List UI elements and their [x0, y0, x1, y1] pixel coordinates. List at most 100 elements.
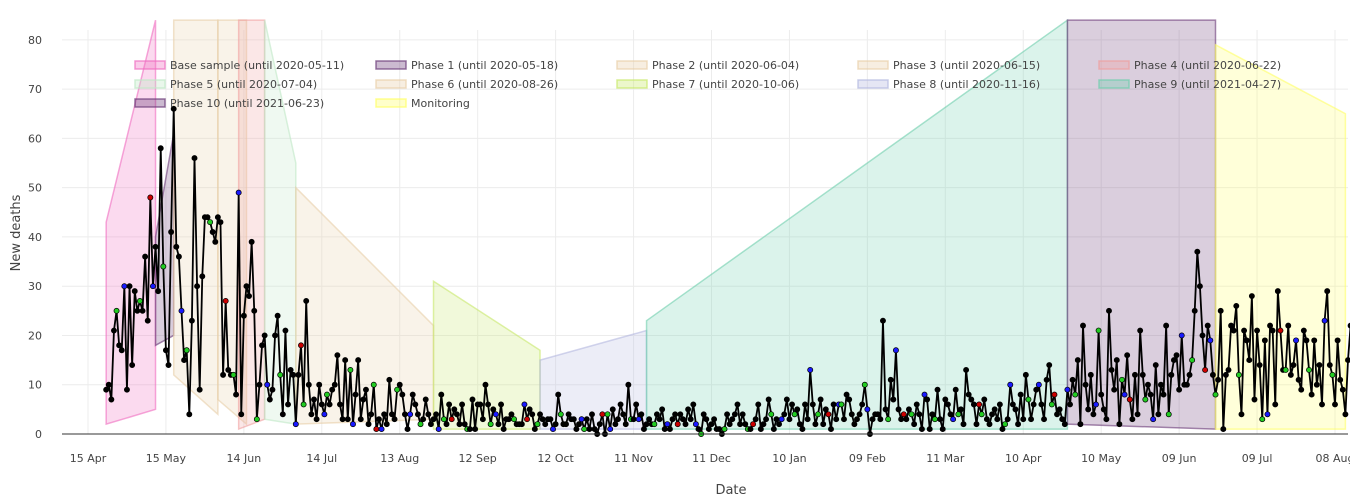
- data-point: [960, 421, 967, 428]
- data-point: [874, 411, 881, 418]
- data-point: [804, 416, 811, 423]
- phase-band-12: [1214, 43, 1347, 430]
- legend-item: Phase 7 (until 2020-10-06): [616, 78, 799, 91]
- data-point: [407, 411, 414, 418]
- data-point: [479, 416, 486, 423]
- data-point: [633, 401, 640, 408]
- data-point: [1103, 416, 1110, 423]
- data-point: [929, 411, 936, 418]
- data-point: [118, 347, 125, 354]
- y-tick-label: 60: [28, 132, 42, 145]
- y-tick-label: 30: [28, 280, 42, 293]
- data-point: [1342, 411, 1349, 418]
- data-point: [983, 416, 990, 423]
- data-point: [1254, 327, 1261, 334]
- data-point: [986, 421, 993, 428]
- data-point: [1111, 386, 1118, 393]
- data-point: [1248, 293, 1255, 299]
- data-point: [703, 416, 710, 423]
- data-point: [1316, 362, 1323, 368]
- data-point: [830, 401, 837, 408]
- data-point: [1311, 337, 1318, 344]
- y-tick-label: 40: [28, 231, 42, 244]
- data-point: [1043, 376, 1050, 383]
- data-point: [298, 342, 304, 349]
- data-point: [149, 283, 156, 290]
- data-point: [1106, 307, 1112, 314]
- data-point: [1145, 381, 1151, 388]
- data-point: [1074, 357, 1081, 364]
- data-point: [765, 396, 772, 403]
- data-point: [1137, 327, 1144, 334]
- data-point: [1267, 322, 1274, 329]
- data-point: [973, 421, 980, 428]
- data-point: [121, 283, 128, 290]
- data-point: [472, 426, 479, 433]
- data-point: [911, 421, 918, 428]
- data-point: [583, 416, 590, 423]
- data-point: [1189, 357, 1196, 364]
- data-point: [981, 396, 988, 403]
- data-point: [947, 411, 954, 418]
- data-point: [391, 416, 398, 423]
- data-point: [181, 357, 188, 364]
- data-point: [1028, 416, 1034, 423]
- data-point: [1067, 401, 1073, 408]
- data-point: [747, 426, 754, 433]
- data-point: [1228, 322, 1235, 329]
- data-point: [487, 421, 494, 428]
- data-point: [157, 145, 164, 152]
- data-point: [724, 411, 731, 418]
- legend-swatch: [616, 60, 648, 70]
- data-point: [1295, 376, 1302, 383]
- data-point: [900, 411, 907, 418]
- legend-item: Phase 2 (until 2020-06-04): [616, 59, 799, 72]
- data-point: [661, 426, 668, 433]
- data-point: [604, 411, 611, 418]
- data-point: [752, 416, 759, 423]
- data-point: [913, 401, 920, 408]
- data-point: [1298, 386, 1305, 393]
- data-point: [586, 426, 593, 433]
- data-point: [1069, 376, 1076, 383]
- data-point: [1046, 362, 1053, 368]
- legend-swatch: [375, 60, 407, 70]
- data-point: [656, 416, 663, 423]
- data-point: [887, 376, 894, 383]
- data-point: [233, 391, 240, 398]
- data-point: [607, 426, 614, 433]
- data-point: [646, 416, 653, 423]
- data-point: [815, 411, 821, 418]
- data-point: [287, 367, 294, 373]
- data-point: [209, 229, 216, 235]
- data-point: [1173, 352, 1180, 359]
- data-point: [529, 411, 536, 418]
- data-point: [708, 421, 715, 428]
- data-point: [269, 386, 276, 393]
- data-point: [609, 406, 616, 413]
- x-tick-label: 11 Mar: [926, 452, 965, 465]
- data-point: [175, 253, 182, 260]
- grid-layer: [62, 30, 1348, 435]
- data-point: [1170, 357, 1177, 364]
- data-point: [261, 332, 268, 339]
- data-point: [778, 416, 785, 423]
- data-point: [622, 421, 629, 428]
- series-markers: [103, 105, 1350, 437]
- data-point: [401, 411, 408, 418]
- data-point: [1285, 322, 1292, 329]
- data-point: [116, 342, 123, 349]
- data-point: [217, 219, 224, 226]
- data-point: [1064, 386, 1071, 393]
- data-point: [311, 396, 317, 403]
- data-point: [1121, 391, 1128, 398]
- axes: 0 10 20 30 40 50 60 70 80 15 Apr 15 May 14 Jun 14 Ju…: [28, 34, 1350, 465]
- legend-label: Phase 6 (until 2020-08-26): [411, 78, 558, 91]
- legend-item: Phase 5 (until 2020-07-04): [134, 78, 317, 91]
- data-point: [433, 411, 440, 418]
- data-point: [1241, 327, 1248, 334]
- data-point: [1072, 391, 1079, 398]
- data-point: [809, 401, 816, 408]
- data-point: [498, 401, 505, 408]
